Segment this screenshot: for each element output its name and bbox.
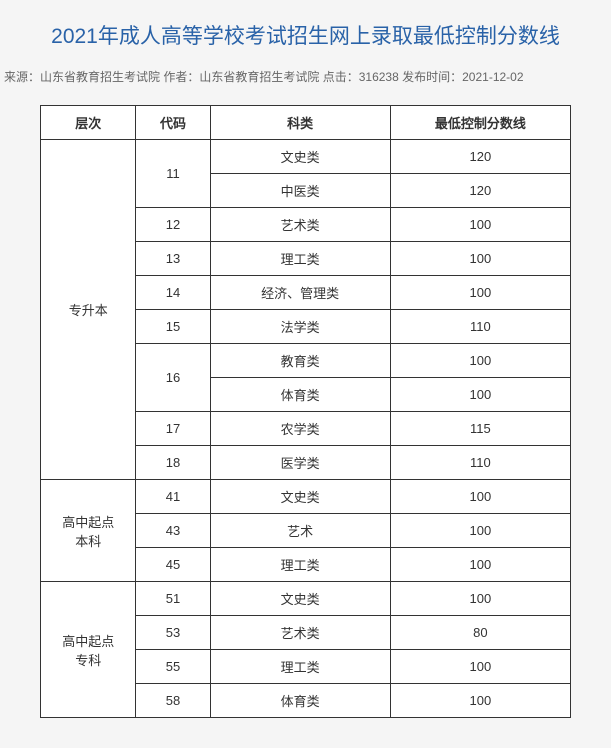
code-cell: 16 xyxy=(136,344,210,412)
code-cell: 18 xyxy=(136,446,210,480)
category-cell: 体育类 xyxy=(210,378,390,412)
code-cell: 14 xyxy=(136,276,210,310)
category-cell: 艺术 xyxy=(210,514,390,548)
score-cell: 100 xyxy=(390,378,570,412)
author-value: 山东省教育招生考试院 xyxy=(199,70,319,84)
table-header-row: 层次 代码 科类 最低控制分数线 xyxy=(41,106,571,140)
category-cell: 文史类 xyxy=(210,582,390,616)
category-cell: 教育类 xyxy=(210,344,390,378)
code-cell: 13 xyxy=(136,242,210,276)
code-cell: 11 xyxy=(136,140,210,208)
code-cell: 55 xyxy=(136,650,210,684)
score-cell: 120 xyxy=(390,140,570,174)
score-cell: 100 xyxy=(390,514,570,548)
category-cell: 理工类 xyxy=(210,650,390,684)
score-cell: 120 xyxy=(390,174,570,208)
code-cell: 45 xyxy=(136,548,210,582)
time-value: 2021-12-02 xyxy=(462,70,523,84)
score-cell: 100 xyxy=(390,480,570,514)
page-title: 2021年成人高等学校考试招生网上录取最低控制分数线 xyxy=(0,20,611,68)
code-cell: 43 xyxy=(136,514,210,548)
score-cell: 110 xyxy=(390,446,570,480)
score-cell: 100 xyxy=(390,548,570,582)
score-cell: 100 xyxy=(390,684,570,718)
code-cell: 58 xyxy=(136,684,210,718)
code-cell: 41 xyxy=(136,480,210,514)
score-table: 层次 代码 科类 最低控制分数线 专升本11文史类120中医类12012艺术类1… xyxy=(40,105,571,718)
level-cell: 高中起点专科 xyxy=(41,582,136,718)
category-cell: 农学类 xyxy=(210,412,390,446)
header-level: 层次 xyxy=(41,106,136,140)
table-row: 高中起点专科51文史类100 xyxy=(41,582,571,616)
source-label: 来源： xyxy=(4,70,40,84)
clicks-label: 点击： xyxy=(319,70,358,84)
category-cell: 艺术类 xyxy=(210,208,390,242)
score-cell: 100 xyxy=(390,650,570,684)
category-cell: 经济、管理类 xyxy=(210,276,390,310)
table-row: 高中起点本科41文史类100 xyxy=(41,480,571,514)
meta-line: 来源：山东省教育招生考试院 作者：山东省教育招生考试院 点击：316238 发布… xyxy=(0,68,611,105)
author-label: 作者： xyxy=(160,70,199,84)
score-cell: 100 xyxy=(390,208,570,242)
category-cell: 医学类 xyxy=(210,446,390,480)
header-score: 最低控制分数线 xyxy=(390,106,570,140)
category-cell: 艺术类 xyxy=(210,616,390,650)
table-row: 专升本11文史类120 xyxy=(41,140,571,174)
code-cell: 51 xyxy=(136,582,210,616)
code-cell: 12 xyxy=(136,208,210,242)
score-cell: 115 xyxy=(390,412,570,446)
time-label: 发布时间： xyxy=(399,70,462,84)
header-category: 科类 xyxy=(210,106,390,140)
category-cell: 文史类 xyxy=(210,480,390,514)
level-cell: 专升本 xyxy=(41,140,136,480)
score-cell: 100 xyxy=(390,344,570,378)
code-cell: 15 xyxy=(136,310,210,344)
category-cell: 体育类 xyxy=(210,684,390,718)
score-cell: 100 xyxy=(390,242,570,276)
category-cell: 理工类 xyxy=(210,242,390,276)
code-cell: 53 xyxy=(136,616,210,650)
score-cell: 100 xyxy=(390,582,570,616)
category-cell: 法学类 xyxy=(210,310,390,344)
source-value: 山东省教育招生考试院 xyxy=(40,70,160,84)
score-cell: 110 xyxy=(390,310,570,344)
level-cell: 高中起点本科 xyxy=(41,480,136,582)
code-cell: 17 xyxy=(136,412,210,446)
score-cell: 100 xyxy=(390,276,570,310)
header-code: 代码 xyxy=(136,106,210,140)
score-cell: 80 xyxy=(390,616,570,650)
clicks-value: 316238 xyxy=(359,70,399,84)
category-cell: 文史类 xyxy=(210,140,390,174)
category-cell: 理工类 xyxy=(210,548,390,582)
category-cell: 中医类 xyxy=(210,174,390,208)
